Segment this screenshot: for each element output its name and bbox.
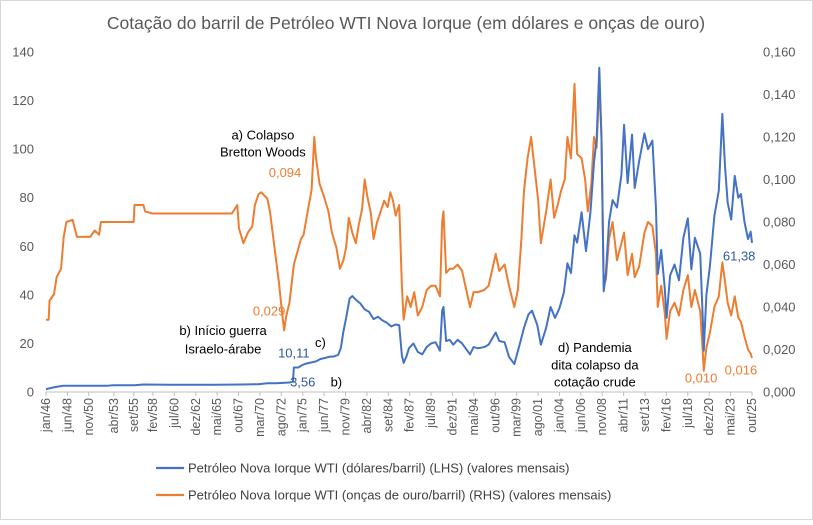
x-tick-label: jul/89	[424, 398, 438, 429]
x-tick-label: ago/72	[274, 398, 288, 436]
left-tick-label: 40	[20, 287, 34, 302]
right-tick-label: 0,140	[763, 87, 796, 102]
x-tick-label: set/13	[638, 398, 652, 432]
x-tick-label: out/67	[232, 398, 246, 433]
x-tick-label: mai/23	[724, 398, 738, 436]
x-tick-label: jan/04	[552, 398, 566, 433]
right-tick-label: 0,080	[763, 215, 796, 230]
annotation-label: Israelo-árabe	[185, 342, 262, 357]
x-tick-label: fev/87	[403, 398, 417, 432]
right-tick-label: 0,120	[763, 130, 796, 145]
left-tick-label: 100	[12, 142, 34, 157]
x-tick-label: jan/46	[39, 398, 53, 433]
x-tick-label: abr/53	[107, 398, 121, 433]
annotation-label: 61,38	[723, 248, 756, 263]
legend-label-usd: Petróleo Nova Iorque WTI (dólares/barril…	[188, 461, 569, 476]
right-tick-label: 0,000	[763, 385, 796, 400]
x-tick-label: jul/60	[167, 398, 181, 429]
x-tick-label: out/25	[745, 398, 759, 433]
series-line-gold	[46, 82, 753, 372]
series-line-usd	[45, 66, 753, 391]
x-tick-label: abr/11	[617, 398, 631, 433]
left-tick-label: 20	[20, 336, 34, 351]
annotation-label: Bretton Woods	[220, 144, 306, 159]
left-axis: 0 20 40 60 80 100 120 140	[12, 45, 34, 400]
left-tick-label: 80	[20, 190, 34, 205]
annotation-label: 3,56	[290, 375, 315, 390]
annotation-label: b) Início guerra	[179, 323, 267, 338]
x-tick-label: dez/91	[446, 398, 460, 436]
x-tick-label: nov/08	[595, 398, 609, 436]
annotation-label: 0,094	[269, 165, 302, 180]
x-tick-label: dez/62	[189, 398, 203, 436]
x-tick-label: jul/18	[681, 398, 695, 429]
x-tick-label: jun/77	[317, 398, 331, 433]
right-tick-label: 0,040	[763, 300, 796, 315]
annotation-label: 0,016	[725, 363, 758, 378]
annotation-label: b)	[331, 375, 343, 390]
x-tick-label: out/96	[488, 398, 502, 433]
x-tick-label: mar/99	[510, 398, 524, 437]
x-tick-label: mai/65	[210, 398, 224, 436]
x-tick-label: abr/82	[360, 398, 374, 433]
annotation-label: 0,010	[685, 370, 718, 385]
left-tick-label: 0	[27, 385, 34, 400]
right-axis: 0,000 0,020 0,040 0,060 0,080 0,100 0,120 0,140…	[763, 45, 796, 400]
annotation-label: dita colapso da	[551, 357, 639, 372]
right-tick-label: 0,020	[763, 342, 796, 357]
x-tick-label: jan/75	[296, 398, 310, 433]
series-layer	[45, 66, 753, 391]
left-tick-label: 60	[20, 239, 34, 254]
x-tick-label: nov/50	[82, 398, 96, 436]
annotation-label: 0,029	[253, 304, 286, 319]
x-tick-label: set/55	[127, 398, 141, 432]
annotation-label: 10,11	[278, 345, 310, 360]
legend-label-gold: Petróleo Nova Iorque WTI (onças de ouro/…	[188, 488, 611, 503]
x-tick-label: mai/94	[467, 398, 481, 436]
x-tick-label: mar/70	[253, 398, 267, 437]
x-tick-label: fev/16	[659, 398, 673, 432]
x-tick-label: ago/01	[531, 398, 545, 436]
annotation-label: d) Pandemia	[558, 340, 632, 355]
x-tick-label: dez/20	[702, 398, 716, 436]
left-tick-label: 140	[12, 45, 34, 60]
right-tick-label: 0,060	[763, 257, 796, 272]
right-tick-label: 0,160	[763, 45, 796, 60]
chart-title: Cotação do barril de Petróleo WTI Nova I…	[107, 13, 705, 33]
legend: Petróleo Nova Iorque WTI (dólares/barril…	[156, 461, 611, 503]
annotation-label: cotação crude	[554, 375, 636, 390]
x-tick-label: jun/06	[574, 398, 588, 433]
x-tick-label: nov/79	[338, 398, 352, 436]
x-axis: jan/46 jun/48 nov/50 abr/53 set/55 fev/58 jul/…	[39, 391, 759, 437]
annotation-label: a) Colapso	[231, 127, 294, 142]
x-tick-label: jun/48	[60, 398, 74, 433]
x-tick-label: set/84	[381, 398, 395, 432]
annotations-layer: a) Colapso Bretton Woods 0,094 b) Início gu…	[179, 127, 757, 389]
left-tick-label: 120	[12, 93, 34, 108]
right-tick-label: 0,100	[763, 172, 796, 187]
x-tick-label: fev/58	[146, 398, 160, 432]
annotation-label: c)	[315, 335, 326, 350]
